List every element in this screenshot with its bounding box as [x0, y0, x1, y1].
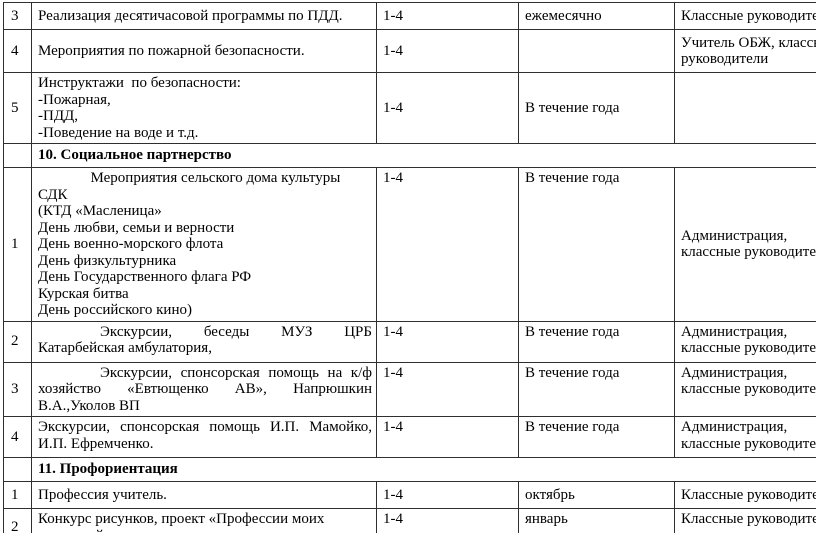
timing-cell	[518, 29, 675, 73]
responsible-cell: Администрация, классные руководители	[674, 167, 816, 322]
timing-cell: ежемесячно	[518, 2, 675, 30]
row-number: 4	[3, 416, 32, 458]
section-header-row: 10. Социальное партнерство	[3, 143, 816, 168]
responsible-cell: Администрация, классные руководители	[674, 361, 816, 417]
row-number: 3	[3, 361, 32, 417]
row-number-empty	[3, 457, 32, 482]
grades-cell: 1-4	[376, 481, 519, 509]
timing-cell: январь	[518, 508, 675, 533]
timing-cell: В течение года	[518, 361, 675, 417]
activity-cell: Профессия учитель.	[31, 481, 377, 509]
responsible-cell: Администрация, классные руководители	[674, 320, 816, 363]
grades-cell: 1-4	[376, 2, 519, 30]
table-row: 2 Экскурсии, беседы МУЗ ЦРБ Катарбейская…	[3, 320, 816, 363]
activity-cell: Экскурсии, спонсорская помощь И.П. Мамой…	[31, 416, 377, 458]
activity-cell: Мероприятия сельского дома культуры СДК …	[31, 167, 377, 322]
grades-cell: 1-4	[376, 167, 519, 322]
table-row: 3 Реализация десятичасовой программы по …	[3, 2, 816, 30]
responsible-cell: Классные руководители	[674, 508, 816, 533]
table-row: 1 Мероприятия сельского дома культуры СД…	[3, 167, 816, 322]
activity-cell: Экскурсии, спонсорская помощь на к/ф хоз…	[31, 361, 377, 417]
row-number: 2	[3, 320, 32, 363]
table-row: 2 Конкурс рисунков, проект «Профессии мо…	[3, 508, 816, 533]
section-title: 10. Социальное партнерство	[31, 143, 816, 168]
grades-cell: 1-4	[376, 72, 519, 144]
grades-cell: 1-4	[376, 29, 519, 73]
responsible-cell: Администрация, классные руководители	[674, 416, 816, 458]
grades-cell: 1-4	[376, 416, 519, 458]
responsible-cell: Классные руководители	[674, 2, 816, 30]
table-row: 4 Экскурсии, спонсорская помощь И.П. Мам…	[3, 416, 816, 458]
section-header-row: 11. Профориентация	[3, 457, 816, 482]
responsible-cell: Классные руководители	[674, 481, 816, 509]
row-number: 2	[3, 508, 32, 533]
row-number-empty	[3, 143, 32, 168]
plan-table: 3 Реализация десятичасовой программы по …	[3, 2, 816, 533]
table-row: 5 Инструктажи по безопасности: -Пожарная…	[3, 72, 816, 144]
timing-cell: В течение года	[518, 167, 675, 322]
timing-cell: октябрь	[518, 481, 675, 509]
grades-cell: 1-4	[376, 320, 519, 363]
timing-cell: В течение года	[518, 416, 675, 458]
activity-cell: Конкурс рисунков, проект «Профессии моих…	[31, 508, 377, 533]
table-row: 4 Мероприятия по пожарной безопасности. …	[3, 29, 816, 73]
responsible-cell: Учитель ОБЖ, классные руководители	[674, 29, 816, 73]
document-page: 3 Реализация десятичасовой программы по …	[3, 2, 816, 533]
activity-cell: Экскурсии, беседы МУЗ ЦРБ Катарбейская а…	[31, 320, 377, 363]
section-title: 11. Профориентация	[31, 457, 816, 482]
activity-cell: Инструктажи по безопасности: -Пожарная, …	[31, 72, 377, 144]
grades-cell: 1-4	[376, 361, 519, 417]
activity-cell: Реализация десятичасовой программы по ПД…	[31, 2, 377, 30]
timing-cell: В течение года	[518, 72, 675, 144]
row-number: 5	[3, 72, 32, 144]
responsible-cell	[674, 72, 816, 144]
timing-cell: В течение года	[518, 320, 675, 363]
table-row: 3 Экскурсии, спонсорская помощь на к/ф х…	[3, 361, 816, 417]
row-number: 3	[3, 2, 32, 30]
activity-cell: Мероприятия по пожарной безопасности.	[31, 29, 377, 73]
row-number: 1	[3, 167, 32, 322]
table-row: 1 Профессия учитель. 1-4 октябрь Классны…	[3, 481, 816, 509]
row-number: 1	[3, 481, 32, 509]
row-number: 4	[3, 29, 32, 73]
grades-cell: 1-4	[376, 508, 519, 533]
